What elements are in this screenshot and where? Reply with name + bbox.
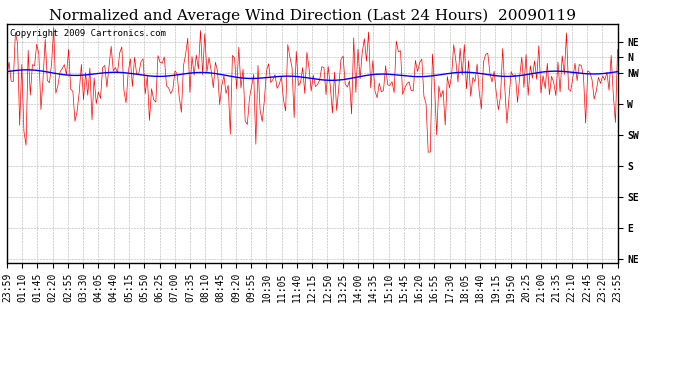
- Text: Copyright 2009 Cartronics.com: Copyright 2009 Cartronics.com: [10, 29, 166, 38]
- Title: Normalized and Average Wind Direction (Last 24 Hours)  20090119: Normalized and Average Wind Direction (L…: [49, 9, 575, 23]
